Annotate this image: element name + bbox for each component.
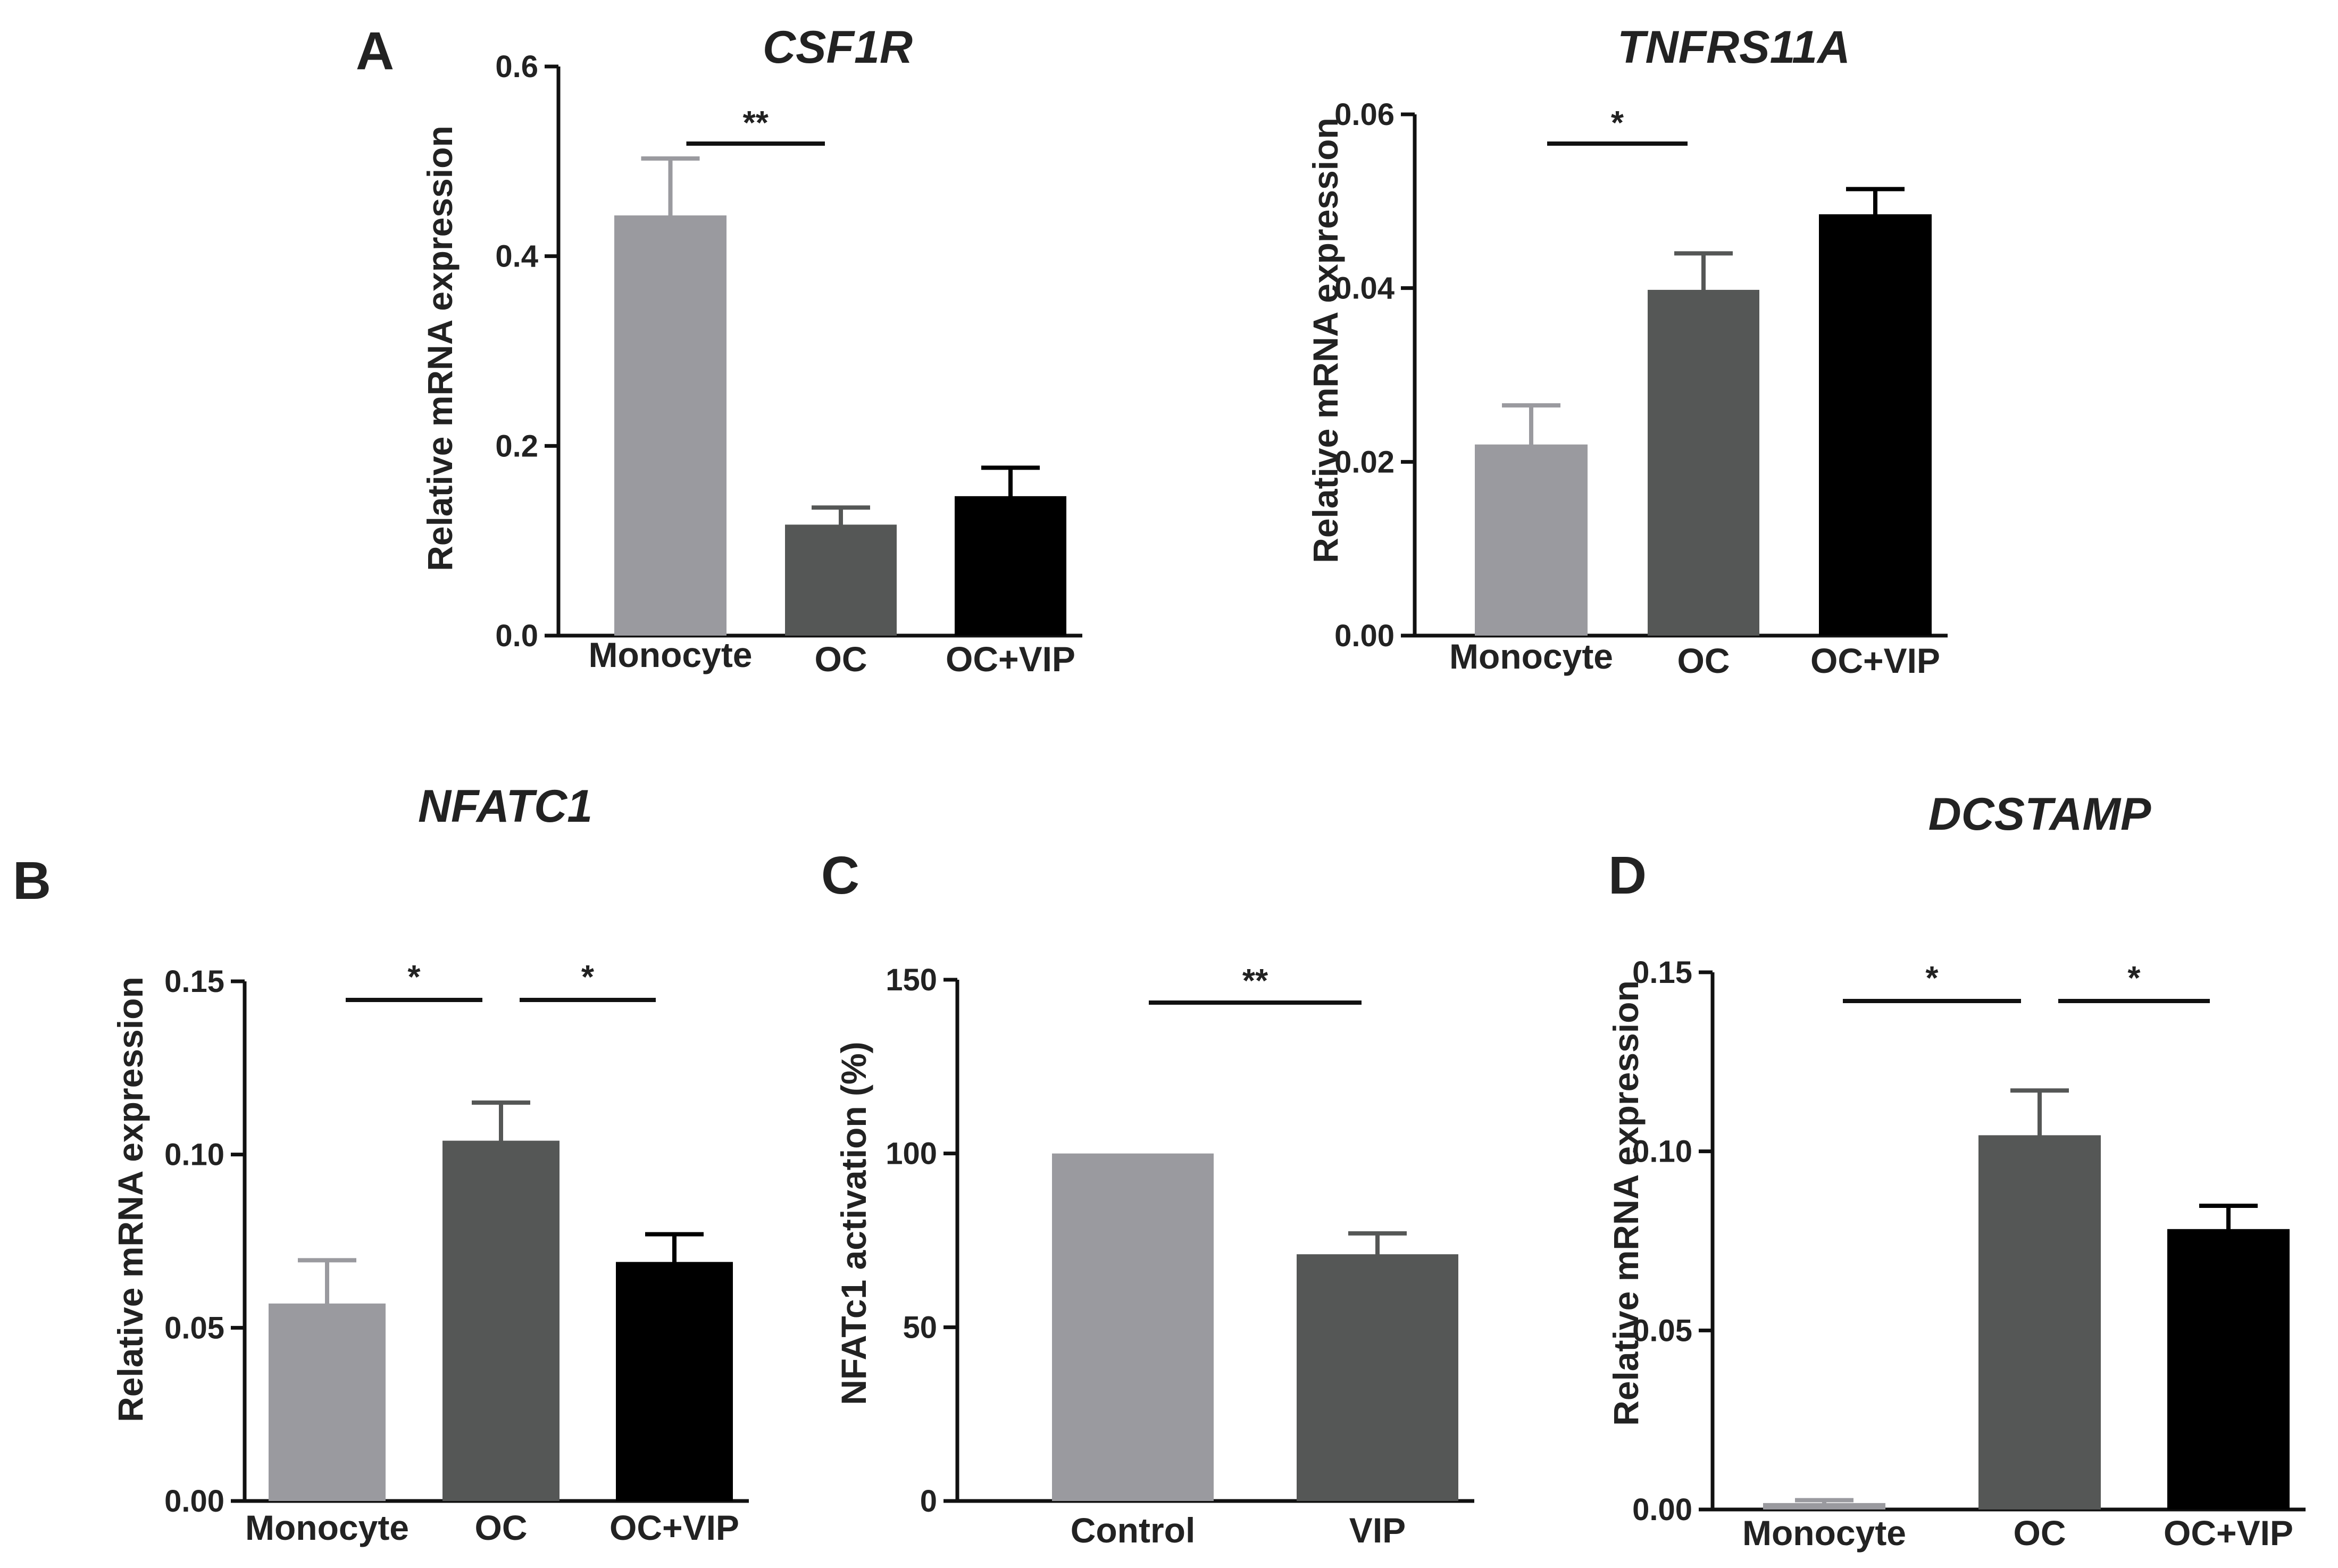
chart-title: NFATC1 xyxy=(418,781,592,832)
y-axis-label: Relative mRNA expression xyxy=(420,126,460,571)
category-label-oc: OC xyxy=(1677,641,1730,680)
significance-label: * xyxy=(1611,105,1624,141)
y-tick-label: 0.10 xyxy=(1632,1135,1692,1169)
bar-oc xyxy=(785,524,897,636)
category-label-oc: OC xyxy=(2014,1513,2066,1553)
y-tick-label: 0.05 xyxy=(1632,1313,1692,1348)
chart-nfatc1: B NFATC1 Relative mRNA expression 0.00 0.05 0… xyxy=(13,781,749,1547)
category-label-monocyte: Monocyte xyxy=(245,1508,409,1547)
y-tick-label: 0.00 xyxy=(1632,1492,1692,1527)
y-axis-label: Relative mRNA expression xyxy=(1606,980,1646,1426)
y-tick-label: 0.05 xyxy=(164,1311,224,1345)
chart-title: TNFRS11A xyxy=(1617,22,1850,73)
category-label-oc-vip: OC+VIP xyxy=(1810,641,1940,680)
y-tick-label: 0.15 xyxy=(164,964,224,999)
chart-title: CSF1R xyxy=(763,22,913,73)
y-tick-label: 0.00 xyxy=(1334,619,1395,653)
bar-oc-vip xyxy=(1819,214,1932,636)
panel-label: D xyxy=(1608,846,1647,905)
bar-oc xyxy=(1978,1135,2101,1509)
y-axis-label: Relative mRNA expression xyxy=(111,977,150,1422)
y-tick-label: 0.4 xyxy=(495,239,538,274)
panel-label: A xyxy=(356,21,394,81)
panel-label: C xyxy=(821,846,859,905)
bar-monocyte xyxy=(269,1303,386,1501)
y-axis-label: Relative mRNA expression xyxy=(1306,118,1345,563)
y-tick-label: 150 xyxy=(886,963,937,997)
y-tick-label: 0.00 xyxy=(164,1484,224,1519)
bar-monocyte xyxy=(1763,1503,1885,1509)
y-tick-label: 0.02 xyxy=(1334,445,1395,479)
bar-control xyxy=(1052,1153,1214,1501)
category-label-monocyte: Monocyte xyxy=(1449,637,1613,676)
bar-monocyte xyxy=(614,215,727,636)
y-tick-label: 50 xyxy=(903,1310,937,1345)
chart-tnfrs11a: TNFRS11A Relative mRNA expression 0.00 0.02… xyxy=(1306,22,1948,680)
category-label-monocyte: Monocyte xyxy=(1742,1513,1906,1553)
panel-label: B xyxy=(13,851,51,911)
bar-oc xyxy=(1648,289,1759,636)
category-label-oc-vip: OC+VIP xyxy=(609,1508,739,1547)
category-label-monocyte: Monocyte xyxy=(588,635,752,674)
significance-label: * xyxy=(407,959,421,996)
chart-title: DCSTAMP xyxy=(1928,789,2151,840)
bar-oc-vip xyxy=(955,496,1066,636)
significance-label: * xyxy=(1925,960,1939,997)
category-label-vip: VIP xyxy=(1349,1511,1406,1550)
bar-oc-vip xyxy=(616,1262,733,1501)
bar-oc-vip xyxy=(2167,1229,2290,1509)
y-tick-label: 0.0 xyxy=(495,619,538,653)
y-tick-label: 100 xyxy=(886,1137,937,1171)
bar-monocyte xyxy=(1475,444,1588,636)
y-tick-label: 0.6 xyxy=(495,49,538,84)
category-label-control: Control xyxy=(1071,1511,1196,1550)
significance-label: * xyxy=(581,959,595,996)
significance-label: ** xyxy=(743,105,769,141)
category-label-oc: OC xyxy=(475,1508,528,1547)
y-axis-label: NFATc1 activation (%) xyxy=(834,1041,873,1405)
category-label-oc: OC xyxy=(815,639,867,679)
category-label-oc-vip: OC+VIP xyxy=(2164,1513,2293,1553)
y-tick-label: 0.06 xyxy=(1334,97,1395,132)
bar-oc xyxy=(442,1140,560,1501)
chart-csf1r: A CSF1R Relative mRNA expression 0.0 0.2 0.4 0… xyxy=(356,21,1082,679)
y-tick-label: 0.04 xyxy=(1334,271,1395,306)
significance-label: ** xyxy=(1242,963,1268,999)
y-tick-label: 0.10 xyxy=(164,1138,224,1172)
y-tick-label: 0.2 xyxy=(495,429,538,463)
y-tick-label: 0 xyxy=(920,1484,937,1519)
category-label-oc-vip: OC+VIP xyxy=(946,639,1075,679)
significance-label: * xyxy=(2127,960,2141,997)
chart-dcstamp: D DCSTAMP Relative mRNA expression 0.00 0.05… xyxy=(1606,789,2306,1553)
chart-nfatc1-activation: C NFATc1 activation (%) 0 50 100 150 Control VI… xyxy=(821,846,1474,1550)
bar-vip xyxy=(1297,1254,1458,1501)
y-tick-label: 0.15 xyxy=(1632,955,1692,990)
